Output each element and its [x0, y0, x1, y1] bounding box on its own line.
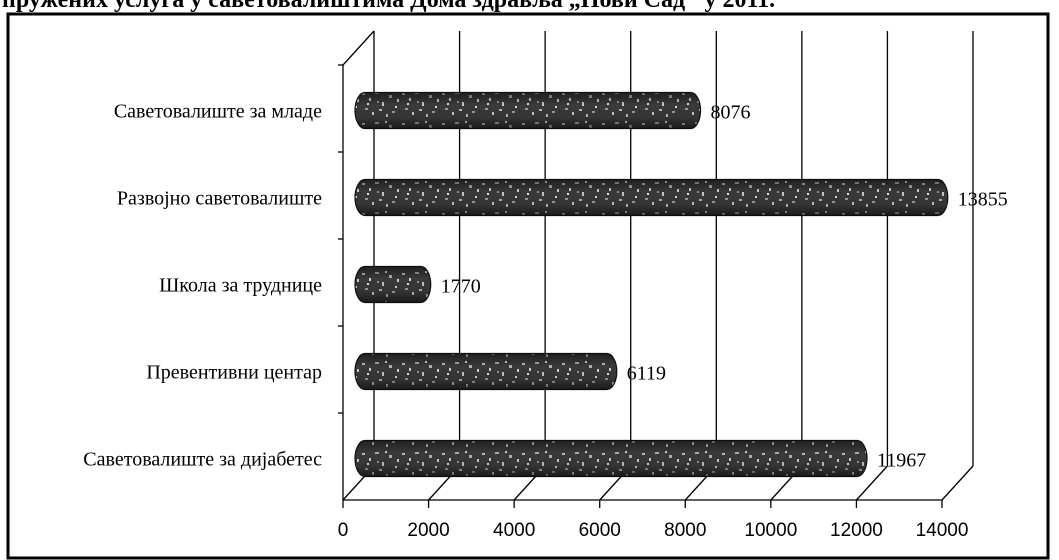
value-label-0: 8076	[711, 102, 751, 124]
bar-2	[354, 265, 432, 304]
bars-layer	[354, 91, 949, 478]
bar-4	[354, 439, 868, 478]
bar-3	[354, 352, 618, 391]
category-label-1: Развојно саветовалиште	[117, 188, 322, 210]
x-tick-label-6: 12000	[830, 520, 883, 541]
y-axis-top-edge	[342, 30, 375, 66]
gridline-floor-6	[855, 465, 888, 501]
bar-0	[354, 91, 702, 130]
gridline-floor-7	[941, 465, 974, 501]
x-tick-label-1: 2000	[407, 520, 449, 541]
page-header-fragment: пружених услуга у саветовалиштима Дома з…	[0, 0, 1059, 14]
category-label-2: Школа за труднице	[159, 275, 322, 297]
x-tick-label-3: 6000	[579, 520, 621, 541]
value-label-1: 13855	[958, 189, 1008, 211]
value-label-3: 6119	[627, 363, 666, 385]
category-label-0: Саветовалиште за младе	[114, 101, 322, 123]
value-label-4: 11967	[877, 450, 926, 472]
labels-layer: 0 2000 4000 6000 8000 10000 12000 14000 Саветова…	[83, 101, 1007, 542]
category-label-3: Превентивни центар	[146, 362, 322, 384]
x-tick-label-0: 0	[338, 520, 349, 541]
x-tick-label-4: 8000	[664, 520, 706, 541]
x-tick-label-5: 10000	[744, 520, 797, 541]
bar-1	[354, 178, 949, 217]
chart-frame	[6, 12, 1050, 560]
x-tick-label-7: 14000	[916, 520, 969, 541]
x-tick-label-2: 4000	[493, 520, 535, 541]
category-label-4: Саветовалиште за дијабетес	[83, 449, 322, 471]
value-label-2: 1770	[441, 276, 481, 298]
header-text: пружених услуга у саветовалиштима Дома з…	[2, 0, 776, 13]
